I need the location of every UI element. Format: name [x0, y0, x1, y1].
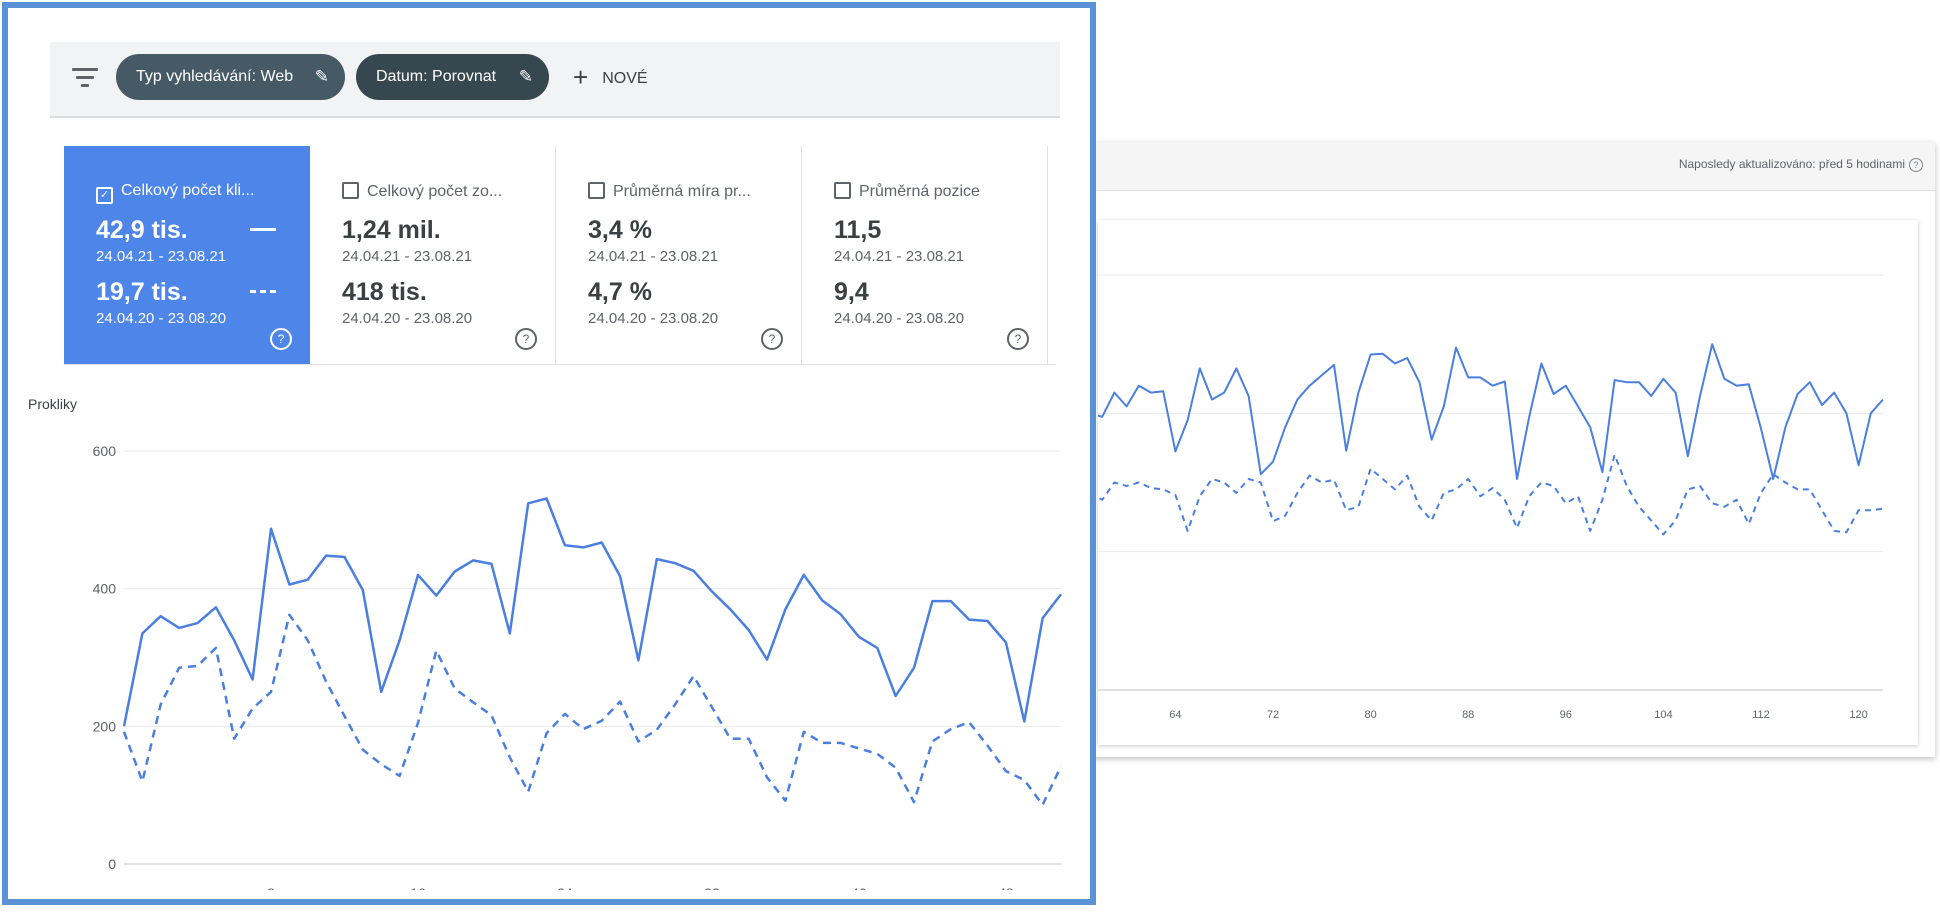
search-type-chip-label: Typ vyhledávání: Web [136, 68, 294, 85]
x-tick-label: 48 [998, 885, 1014, 890]
plus-icon: + [573, 62, 589, 92]
metric-cards: ✓ Celkový počet kli... 42,9 tis. 24.04.21… [64, 146, 1056, 365]
checkbox-icon[interactable] [834, 182, 851, 199]
y-tick-label: 600 [93, 443, 117, 459]
x-tick-label: 64 [1169, 709, 1181, 721]
background-report-panel: Naposledy aktualizováno: před 5 hodinami… [1090, 142, 1935, 757]
metric-card-ctr[interactable]: Průměrná míra pr... 3,4 % 24.04.21 - 23.… [556, 146, 802, 364]
metric-title: Průměrná míra pr... [588, 182, 751, 201]
help-icon[interactable]: ? [761, 328, 783, 350]
pencil-icon: ✎ [314, 67, 329, 86]
metric-card-clicks[interactable]: ✓ Celkový počet kli... 42,9 tis. 24.04.21… [64, 146, 310, 364]
add-filter-button[interactable]: + NOVÉ [573, 54, 648, 100]
add-filter-label: NOVÉ [602, 70, 648, 87]
checkbox-checked-icon[interactable]: ✓ [96, 187, 113, 204]
help-icon[interactable]: ? [270, 328, 292, 350]
metric-range-previous: 24.04.20 - 23.08.20 [834, 310, 965, 327]
x-tick-label: 80 [1364, 709, 1376, 721]
last-updated-label: Naposledy aktualizováno: před 5 hodinami [1678, 157, 1905, 171]
last-updated-text: Naposledy aktualizováno: před 5 hodinami… [1679, 157, 1923, 172]
x-tick-label: 40 [851, 885, 867, 890]
date-chip[interactable]: Datum: Porovnat ✎ [356, 54, 549, 100]
background-chart-card: 64 72 80 88 96 104 112 120 [1098, 220, 1918, 745]
date-chip-label: Datum: Porovnat [376, 68, 497, 85]
checkbox-icon[interactable] [342, 182, 359, 199]
pencil-icon: ✎ [518, 67, 533, 86]
x-tick-label: 8 [267, 885, 275, 890]
y-tick-label: 0 [108, 856, 116, 872]
metric-range-current: 24.04.21 - 23.08.21 [96, 248, 227, 265]
metric-value-current: 1,24 mil. [342, 216, 441, 244]
background-top-bar: Naposledy aktualizováno: před 5 hodinami… [1090, 142, 1935, 191]
metric-value-previous: 418 tis. [342, 278, 427, 306]
previous-period-line[interactable] [1098, 453, 1884, 536]
checkbox-icon[interactable] [588, 182, 605, 199]
x-tick-label: 88 [1462, 709, 1474, 721]
metric-range-previous: 24.04.20 - 23.08.20 [588, 310, 719, 327]
help-icon[interactable]: ? [1909, 158, 1923, 172]
previous-period-line[interactable] [122, 613, 1063, 807]
clicks-line-chart: 0 200 400 600 8 16 24 32 40 48 [70, 400, 1070, 890]
solid-line-legend-icon [250, 228, 276, 231]
metric-title: ✓ Celkový počet kli... [96, 182, 254, 204]
metric-range-previous: 24.04.20 - 23.08.20 [96, 310, 227, 327]
metric-value-previous: 9,4 [834, 278, 869, 306]
performance-report-panel: Typ vyhledávání: Web ✎ Datum: Porovnat ✎ +… [2, 2, 1096, 905]
dashed-line-legend-icon [250, 290, 276, 293]
help-icon[interactable]: ? [515, 328, 537, 350]
metric-title-label: Celkový počet zo... [367, 183, 503, 200]
metric-value-current: 42,9 tis. [96, 216, 188, 244]
metric-range-previous: 24.04.20 - 23.08.20 [342, 310, 473, 327]
metric-title-label: Průměrná míra pr... [613, 183, 751, 200]
search-type-chip[interactable]: Typ vyhledávání: Web ✎ [116, 54, 345, 100]
x-tick-label: 16 [410, 885, 426, 890]
clicks-line-chart-svg: 0 200 400 600 8 16 24 32 40 48 [93, 443, 1063, 890]
metric-value-current: 11,5 [834, 216, 882, 244]
x-tick-label: 96 [1560, 709, 1572, 721]
filter-list-icon[interactable] [72, 66, 98, 90]
x-tick-label: 72 [1267, 709, 1279, 721]
metric-title-label: Průměrná pozice [859, 183, 980, 200]
metric-value-current: 3,4 % [588, 216, 652, 244]
metric-range-current: 24.04.21 - 23.08.21 [834, 248, 965, 265]
metric-value-previous: 4,7 % [588, 278, 652, 306]
current-period-line[interactable] [1098, 343, 1884, 480]
help-icon[interactable]: ? [1007, 328, 1029, 350]
metric-title-label: Celkový počet kli... [121, 182, 255, 199]
y-tick-label: 400 [93, 581, 117, 597]
metric-value-previous: 19,7 tis. [96, 278, 188, 306]
metric-range-current: 24.04.21 - 23.08.21 [588, 248, 719, 265]
y-axis-label: Prokliky [28, 396, 78, 412]
metric-title: Průměrná pozice [834, 182, 980, 201]
y-tick-label: 200 [93, 718, 117, 734]
metric-title: Celkový počet zo... [342, 182, 502, 201]
x-tick-label: 24 [557, 885, 573, 890]
filter-toolbar: Typ vyhledávání: Web ✎ Datum: Porovnat ✎ +… [50, 42, 1060, 118]
metric-card-impressions[interactable]: Celkový počet zo... 1,24 mil. 24.04.21 -… [310, 146, 556, 364]
x-tick-label: 112 [1752, 709, 1770, 721]
current-period-line[interactable] [122, 497, 1062, 727]
metric-range-current: 24.04.21 - 23.08.21 [342, 248, 473, 265]
x-tick-label: 32 [704, 885, 720, 890]
x-tick-label: 104 [1654, 709, 1672, 721]
x-tick-label: 120 [1849, 709, 1867, 721]
metric-card-position[interactable]: Průměrná pozice 11,5 24.04.21 - 23.08.21… [802, 146, 1048, 364]
background-line-chart: 64 72 80 88 96 104 112 120 [1098, 274, 1884, 721]
